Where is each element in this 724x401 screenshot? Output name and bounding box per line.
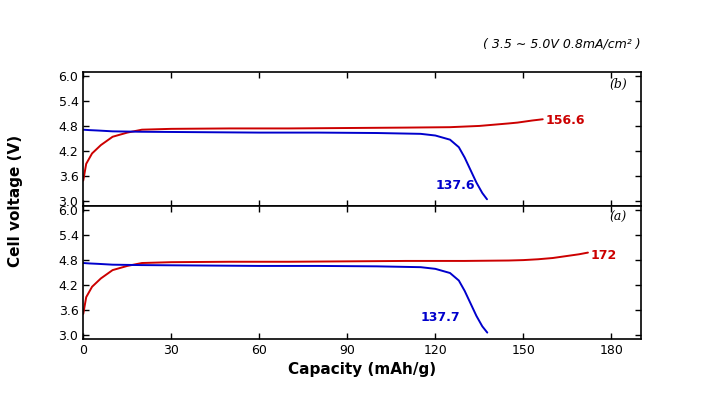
X-axis label: Capacity (mAh/g): Capacity (mAh/g) bbox=[288, 362, 436, 377]
Text: Cell voltage (V): Cell voltage (V) bbox=[9, 134, 23, 267]
Text: 137.6: 137.6 bbox=[435, 179, 475, 192]
Text: (b): (b) bbox=[609, 77, 627, 91]
Text: 156.6: 156.6 bbox=[545, 114, 585, 128]
Text: 137.7: 137.7 bbox=[421, 311, 460, 324]
Text: (a): (a) bbox=[610, 211, 627, 224]
Text: 172: 172 bbox=[591, 249, 617, 261]
Text: ( 3.5 ∼ 5.0V 0.8mA/cm² ): ( 3.5 ∼ 5.0V 0.8mA/cm² ) bbox=[483, 37, 641, 50]
